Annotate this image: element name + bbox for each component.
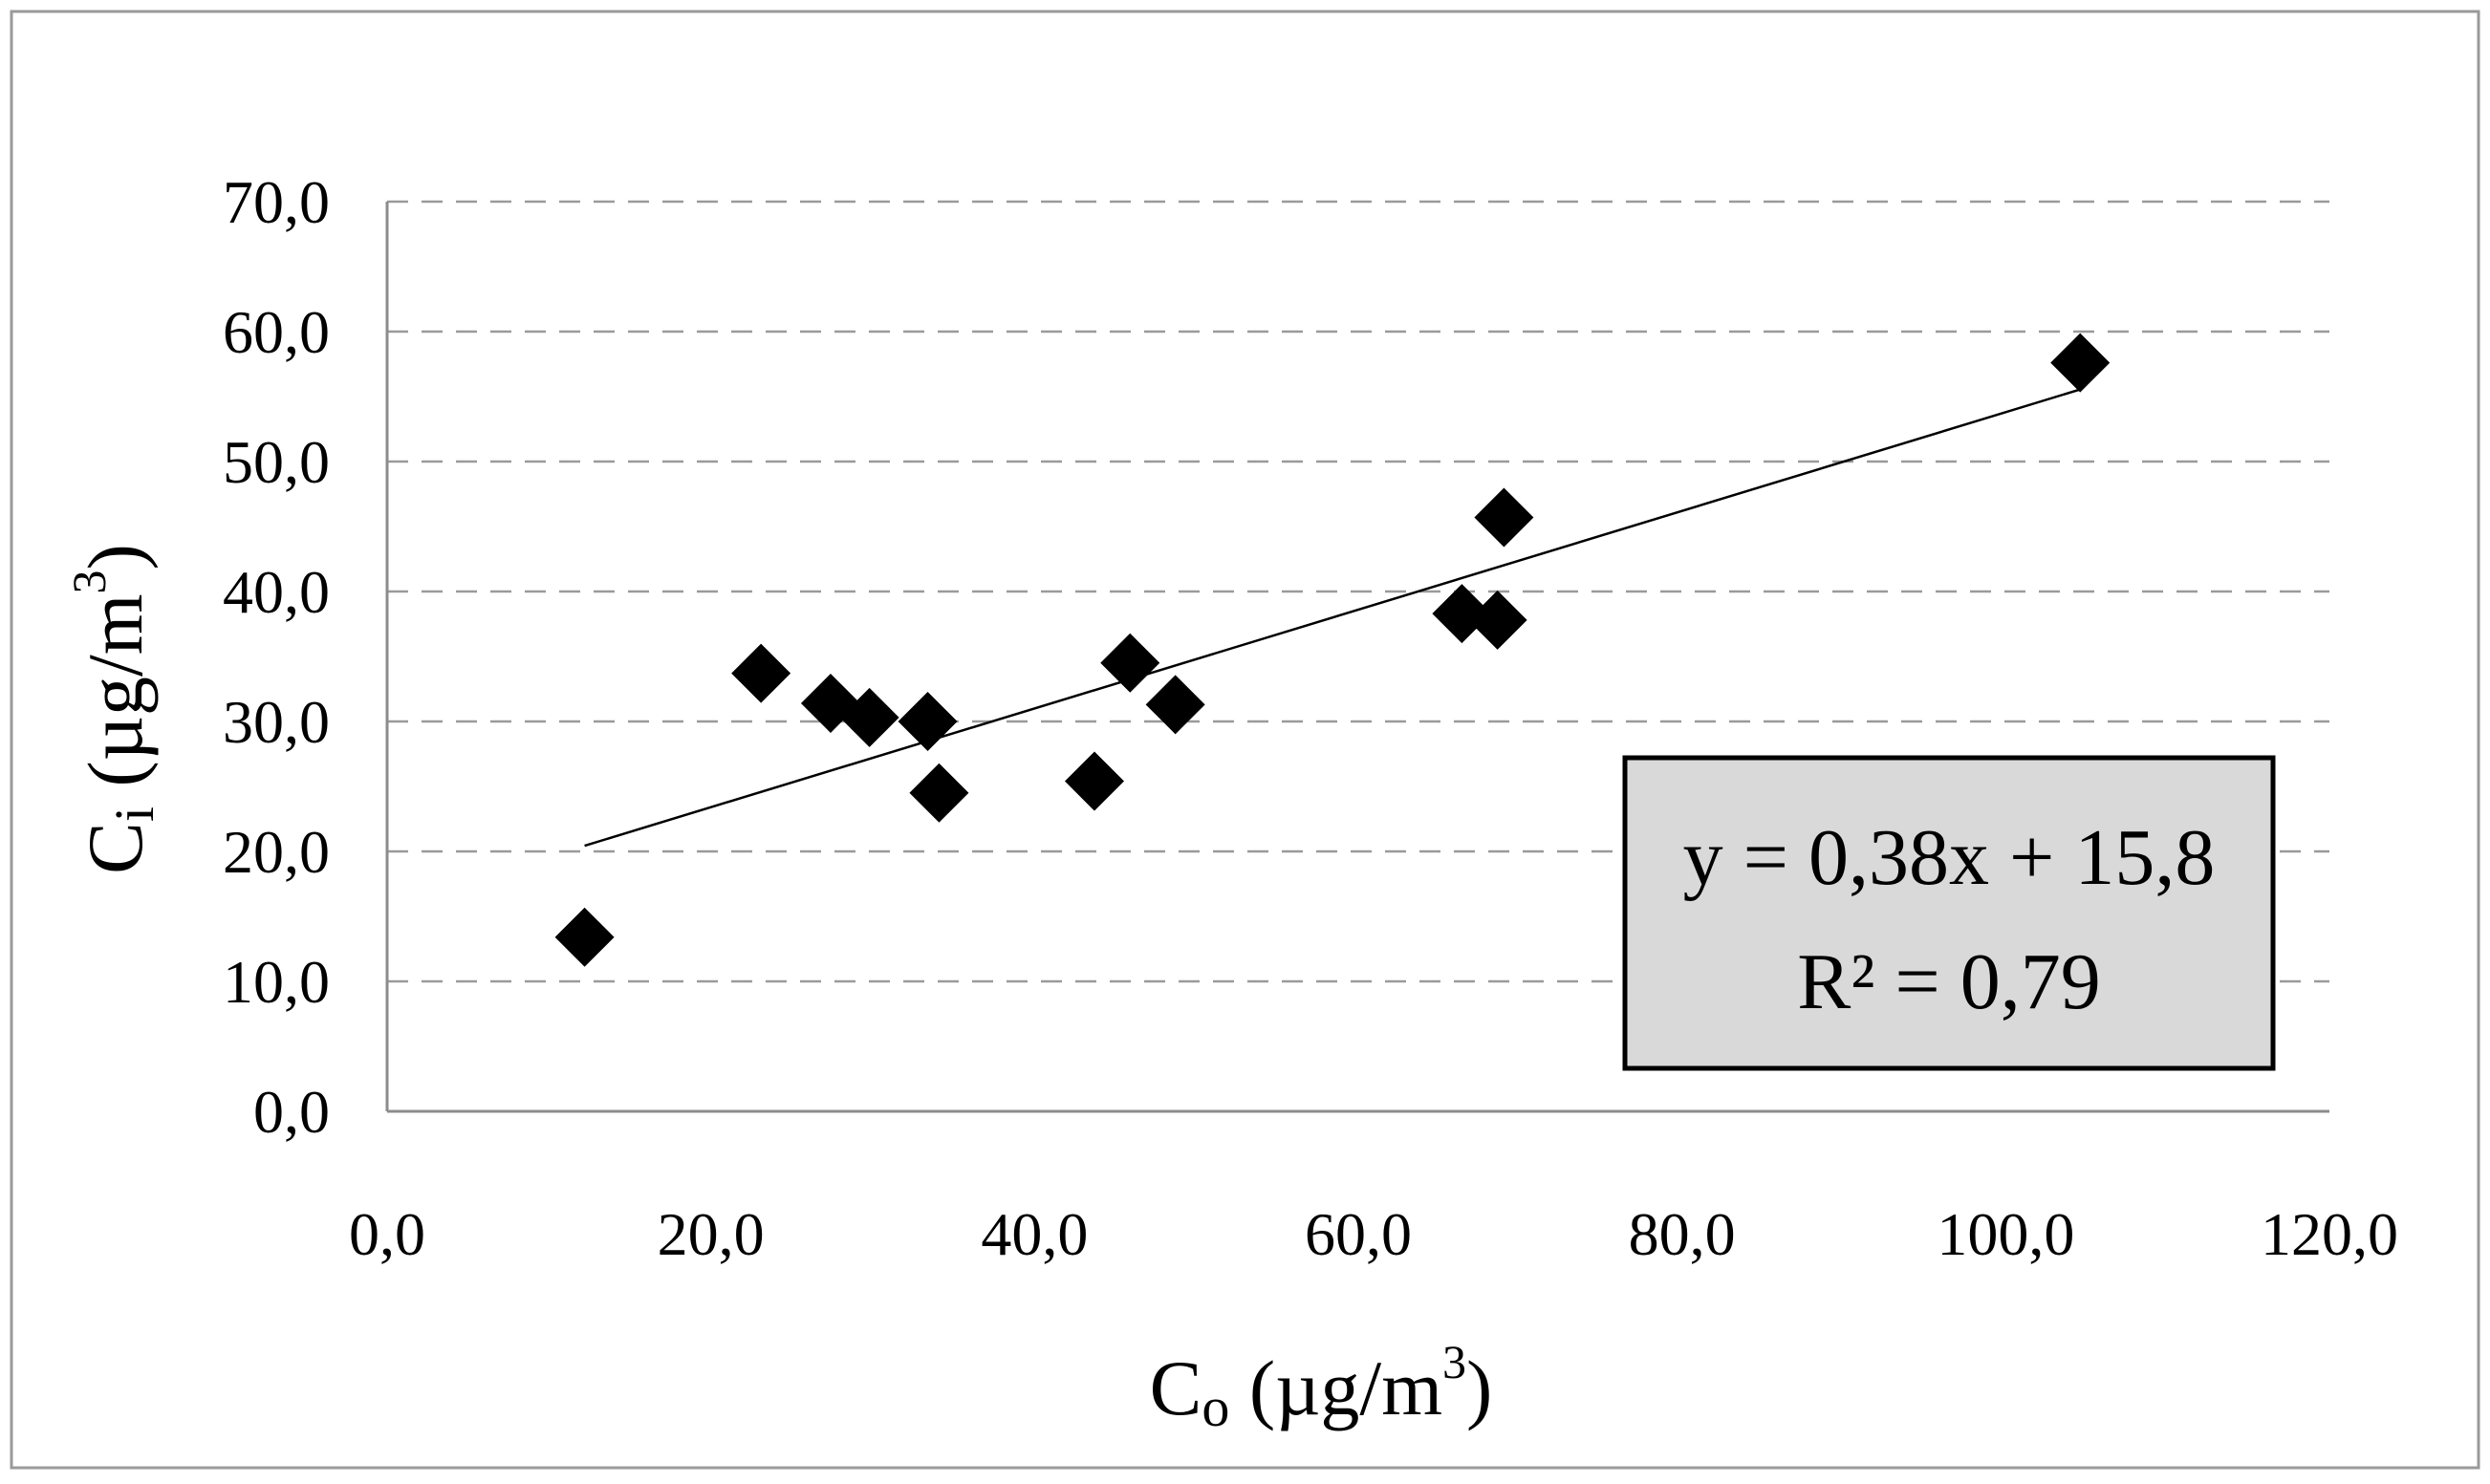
data-point-0-0 xyxy=(554,907,615,967)
data-point-0-8 xyxy=(1145,675,1205,735)
equation-box-background xyxy=(1622,755,2276,1071)
r-squared-label: R² = 0,79 xyxy=(1797,937,2101,1026)
y-tick-label-3: 30,0 xyxy=(223,688,330,756)
y-axis-title-unit: (µg/m xyxy=(72,593,159,807)
y-tick-label-0: 0,0 xyxy=(253,1078,330,1146)
x-axis-title-close: ) xyxy=(1466,1344,1492,1431)
y-axis-title-superscript: 3 xyxy=(62,570,116,593)
x-tick-label-4: 80,0 xyxy=(1629,1200,1736,1268)
y-tick-label-1: 10,0 xyxy=(223,948,330,1016)
data-points xyxy=(554,333,2111,967)
data-point-0-12 xyxy=(2050,333,2111,393)
x-axis-title: Co (µg/m3) xyxy=(1150,1335,1493,1438)
x-axis-title-subscript: o xyxy=(1202,1376,1229,1438)
axes xyxy=(385,202,2329,1113)
x-axis-title-superscript: 3 xyxy=(1442,1335,1466,1388)
trendline xyxy=(584,388,2081,848)
y-axis-title: Ci (µg/m3) xyxy=(62,544,165,874)
data-point-0-11 xyxy=(1474,487,1534,548)
x-tick-label-2: 40,0 xyxy=(981,1200,1088,1268)
y-axis-title-main: C xyxy=(72,822,159,874)
y-tick-label-7: 70,0 xyxy=(223,168,330,236)
chart-frame xyxy=(10,10,2480,1470)
data-point-0-5 xyxy=(909,763,969,823)
x-tick-label-0: 0,0 xyxy=(349,1200,425,1268)
y-tick-label-2: 20,0 xyxy=(223,818,330,886)
equation-box: y = 0,38x + 15,8 R² = 0,79 xyxy=(1622,755,2276,1071)
x-tick-label-3: 60,0 xyxy=(1305,1200,1412,1268)
data-point-0-10 xyxy=(1467,590,1527,650)
x-tick-label-6: 120,0 xyxy=(2261,1200,2398,1268)
x-tick-label-1: 20,0 xyxy=(658,1200,765,1268)
trendline-equation: y = 0,38x + 15,8 xyxy=(1683,813,2216,902)
data-point-0-1 xyxy=(731,643,791,703)
data-point-0-7 xyxy=(1100,633,1160,693)
x-tick-labels: 0,0 20,0 40,0 60,0 80,0 100,0 120,0 xyxy=(349,1200,2398,1268)
y-tick-label-5: 50,0 xyxy=(223,428,330,496)
x-tick-label-5: 100,0 xyxy=(1937,1200,2074,1268)
data-point-0-4 xyxy=(898,692,958,751)
y-tick-label-4: 40,0 xyxy=(223,558,330,626)
data-point-0-3 xyxy=(839,687,899,747)
x-axis-title-main: C xyxy=(1150,1344,1202,1431)
x-axis-title-unit: (µg/m xyxy=(1229,1344,1442,1431)
trendline-group xyxy=(584,388,2081,848)
y-axis-title-subscript: i xyxy=(103,807,165,822)
y-tick-label-6: 60,0 xyxy=(223,298,330,366)
y-axis-title-close: ) xyxy=(72,544,159,570)
y-tick-labels: 0,0 10,0 20,0 30,0 40,0 50,0 60,0 70,0 xyxy=(223,168,330,1146)
data-point-0-6 xyxy=(1064,751,1124,811)
